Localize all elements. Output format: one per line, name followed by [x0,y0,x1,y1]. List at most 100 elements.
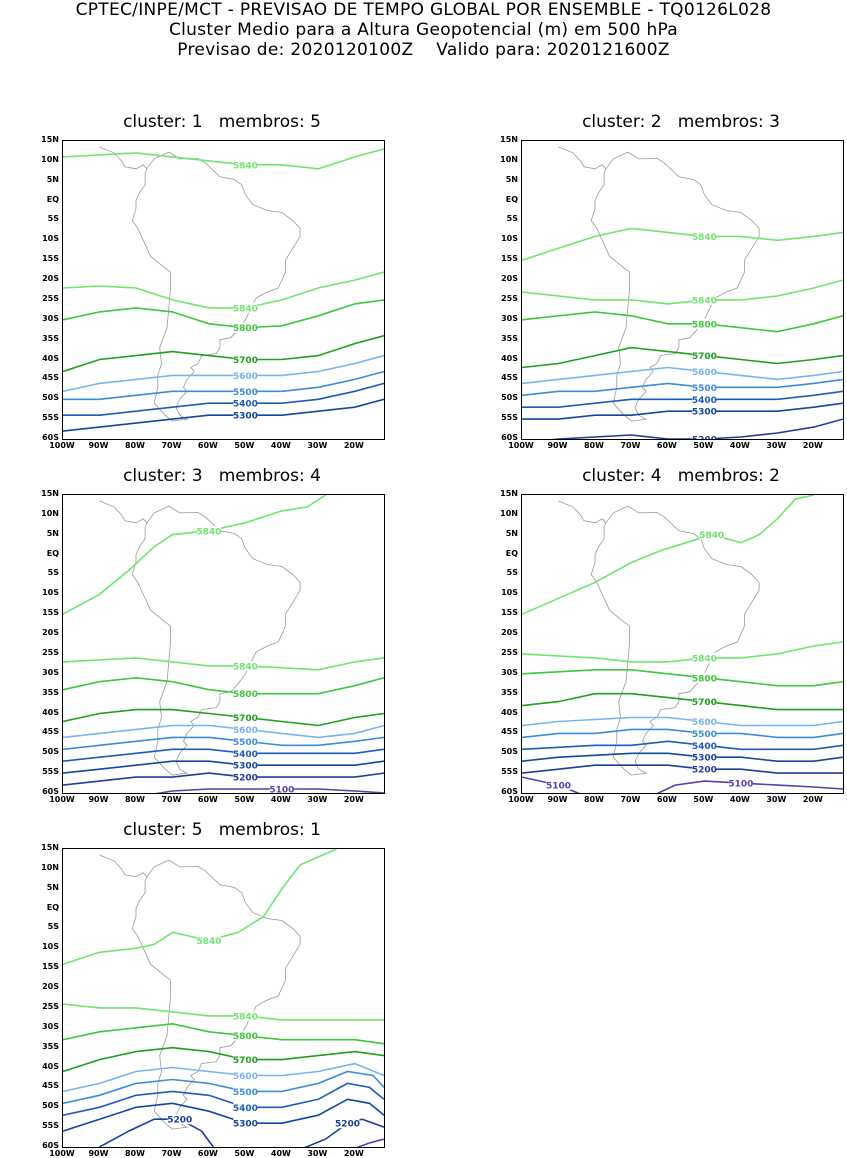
contour-label-background [233,1070,258,1081]
contour-line-5500 [63,370,384,401]
y-axis-tick-label: 20S [501,274,518,284]
y-axis-tick-label: 30S [501,313,518,323]
contour-label-background [728,778,753,789]
contour-line-5500 [63,736,384,751]
contour-label-background [233,410,258,421]
contour-label-background [692,740,717,751]
contour-label-5800: 5800 [233,1032,258,1042]
y-axis-tick-label: 50S [42,393,59,403]
y-axis-tick-label: 10S [42,234,59,244]
contour-label-background [233,370,258,381]
contour-line-5700 [63,708,384,727]
contour-line-5600 [63,354,384,393]
panel-title: cluster: 5 membros: 1 [123,820,321,840]
x-axis-tick-label: 50W [693,795,714,804]
contour-label-5840: 5840 [233,662,258,672]
contour-line-5840 [522,279,843,305]
y-axis-tick-label: 35S [42,333,59,343]
contour-label-background [692,434,717,439]
y-axis-tick-label: EQ [46,548,59,558]
contour-label-background [692,294,717,305]
x-axis-tick-label: 20W [343,795,364,804]
contour-label-5200: 5200 [692,766,717,776]
contour-line-5400 [63,382,384,416]
contour-label-5100: 5100 [546,782,571,792]
y-axis-tick-label: 25S [42,647,59,657]
contour-line-5840 [522,495,814,615]
y-axis-tick-label: 10S [42,942,59,952]
y-axis-tick-label: 15S [42,962,59,972]
contour-label-5800: 5800 [233,324,258,334]
contour-label-5300: 5300 [692,408,717,418]
contour-map-svg: 5840 5840 5800 5700 5600 5500 5400 5300 5200 5100 [63,495,384,793]
contour-label-5600: 5600 [692,368,717,378]
y-axis-tick-label: 45S [42,1081,59,1091]
contour-label-5400: 5400 [233,1104,258,1114]
x-axis-tick-label: 90W [88,1149,109,1158]
contour-label-5700: 5700 [233,1056,258,1066]
x-axis-tick-label: 90W [88,795,109,804]
central-america-coastline [99,854,148,878]
y-axis-tick-label: 40S [42,353,59,363]
contour-map-panel: 5840 5840 5800 5700 5600 5500 5400 5300 5200 5100 [62,494,385,794]
contour-label-5200: 5200 [335,1120,360,1130]
y-axis-tick-label: EQ [505,548,518,558]
contour-line-5600 [63,1062,384,1093]
contour-label-5600: 5600 [233,726,258,736]
x-axis-tick-label: 100W [49,441,75,450]
contour-label-5840: 5840 [233,161,258,171]
contour-label-background [233,736,258,747]
contour-label-background [233,159,258,170]
y-axis-tick-label: 10N [41,862,59,872]
x-axis-tick-label: 50W [234,1149,255,1158]
contour-label-5500: 5500 [233,1088,258,1098]
y-axis-tick-label: 10N [41,508,59,518]
contour-label-5500: 5500 [233,388,258,398]
y-axis-tick-label: 50S [42,747,59,757]
x-axis-tick-label: 100W [508,441,534,450]
y-axis-tick-label: 20S [42,274,59,284]
contour-label-background [692,318,717,329]
contour-label-background [692,752,717,763]
x-axis-tick-label: 40W [729,441,750,450]
contour-line-5840 [63,849,337,965]
contour-label-background [233,1086,258,1097]
y-axis-tick-label: 5S [47,922,59,932]
contour-label-background [692,652,717,663]
coastline [131,859,301,1130]
coastline [131,151,301,422]
contour-label-5840: 5840 [692,654,717,664]
y-axis-tick-label: 55S [501,767,518,777]
header-line-3: Previsao de: 2020120100Z Valido para: 20… [177,40,670,60]
contour-line-5800 [63,676,384,695]
contour-label-background [546,780,571,791]
y-axis-tick-label: 10S [42,588,59,598]
x-axis-tick-label: 60W [656,441,677,450]
x-axis-tick-label: 90W [88,441,109,450]
x-axis-tick-label: 100W [49,1149,75,1158]
coastline [590,505,760,776]
y-axis-tick-label: 5S [47,214,59,224]
x-axis-tick-label: 30W [766,795,787,804]
contour-label-background [233,660,258,671]
contour-line-5800 [522,669,843,687]
contour-label-5840: 5840 [196,527,221,537]
contour-line-5500 [522,728,843,739]
contour-label-background [692,394,717,405]
x-axis-tick-label: 70W [620,441,641,450]
contour-label-background [692,672,717,683]
y-axis-tick-label: 25S [42,1001,59,1011]
contour-line-5600 [522,716,843,727]
y-axis-tick-label: 60S [501,433,518,442]
contour-line-5840 [63,271,384,309]
contour-label-5840: 5840 [692,296,717,306]
coastline [590,151,760,422]
central-america-coastline [99,146,148,170]
y-axis-tick-label: 40S [42,1061,59,1071]
y-axis-tick-label: 15N [500,489,518,498]
contour-label-background [233,398,258,409]
x-axis-tick-label: 60W [197,1149,218,1158]
panel-title: cluster: 1 membros: 5 [123,112,321,132]
x-axis-tick-label: 80W [124,1149,145,1158]
x-axis-tick-label: 70W [161,441,182,450]
